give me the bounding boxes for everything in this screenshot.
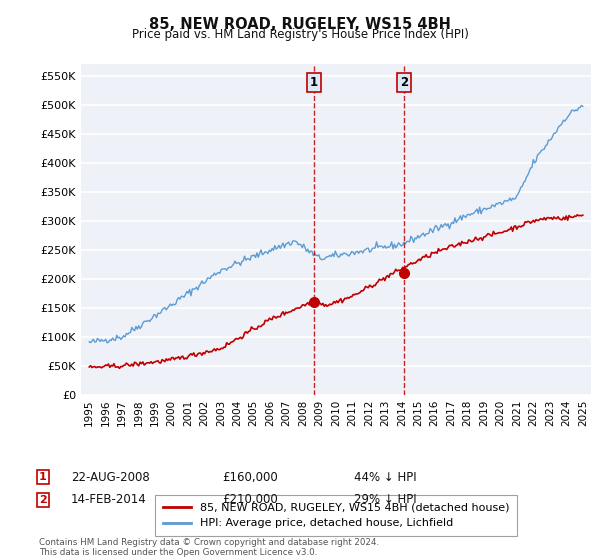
Text: £210,000: £210,000	[222, 493, 278, 506]
Text: 1: 1	[310, 76, 317, 89]
Text: 85, NEW ROAD, RUGELEY, WS15 4BH: 85, NEW ROAD, RUGELEY, WS15 4BH	[149, 17, 451, 32]
Legend: 85, NEW ROAD, RUGELEY, WS15 4BH (detached house), HPI: Average price, detached h: 85, NEW ROAD, RUGELEY, WS15 4BH (detache…	[155, 495, 517, 536]
Text: 44% ↓ HPI: 44% ↓ HPI	[354, 470, 416, 484]
Text: 2: 2	[400, 76, 408, 89]
Text: 1: 1	[39, 472, 47, 482]
Text: £160,000: £160,000	[222, 470, 278, 484]
Text: Price paid vs. HM Land Registry's House Price Index (HPI): Price paid vs. HM Land Registry's House …	[131, 28, 469, 41]
Text: 2: 2	[39, 494, 47, 505]
Text: Contains HM Land Registry data © Crown copyright and database right 2024.
This d: Contains HM Land Registry data © Crown c…	[39, 538, 379, 557]
Text: 29% ↓ HPI: 29% ↓ HPI	[354, 493, 416, 506]
Text: 22-AUG-2008: 22-AUG-2008	[71, 470, 149, 484]
Text: 14-FEB-2014: 14-FEB-2014	[71, 493, 146, 506]
